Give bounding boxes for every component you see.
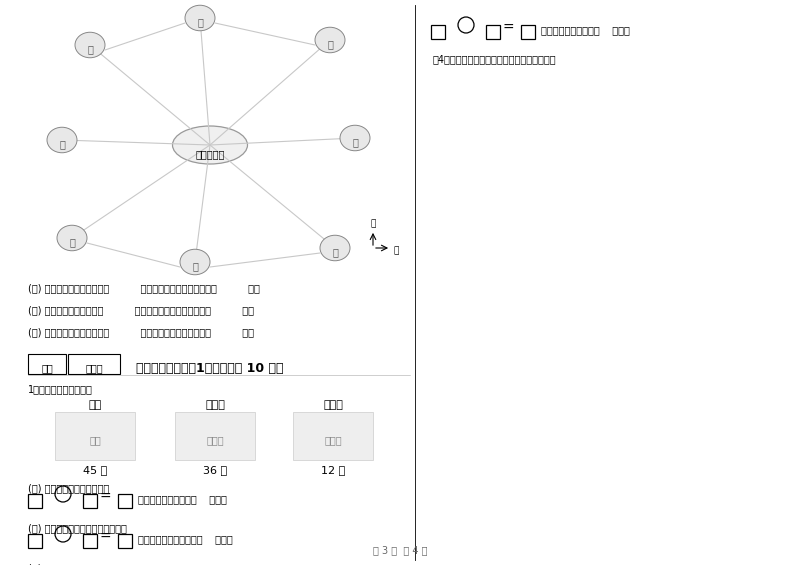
- Ellipse shape: [75, 32, 105, 58]
- Text: 狮: 狮: [87, 44, 93, 54]
- Text: （4）你还能提出什么数学问题并列式解答吗？: （4）你还能提出什么数学问题并列式解答吗？: [433, 54, 557, 64]
- Bar: [175, 412, 255, 460]
- Text: 猫: 猫: [197, 17, 203, 27]
- Text: 面包车: 面包车: [206, 435, 224, 445]
- Text: (１) 卡车比面包车多多少辆？: (１) 卡车比面包车多多少辆？: [28, 483, 110, 493]
- Text: 得分: 得分: [41, 363, 53, 373]
- Bar: [83, 494, 97, 508]
- Text: 1、根据图片信息解题。: 1、根据图片信息解题。: [28, 384, 93, 394]
- Text: 东: 东: [393, 246, 398, 255]
- Text: 十一、附加题（共1大题，共计 10 分）: 十一、附加题（共1大题，共计 10 分）: [136, 362, 284, 375]
- Text: 大客车: 大客车: [324, 435, 342, 445]
- Bar: [68, 354, 120, 374]
- Text: (３) 大客车比卡车少多少辆？: (３) 大客车比卡车少多少辆？: [28, 563, 110, 565]
- Text: 答：卡车比面包车多（    ）辆。: 答：卡车比面包车多（ ）辆。: [138, 494, 227, 504]
- Ellipse shape: [185, 5, 215, 31]
- Text: (２) 小兔子家的东北面是（          ），森林俱乐部的西北面是（          ）。: (２) 小兔子家的东北面是（ ），森林俱乐部的西北面是（ ）。: [28, 305, 254, 315]
- Text: 兔: 兔: [69, 237, 75, 247]
- Text: 熊: 熊: [352, 137, 358, 147]
- Text: 虎: 虎: [327, 39, 333, 49]
- Text: 评卷人: 评卷人: [85, 363, 103, 373]
- Bar: [486, 25, 500, 39]
- Text: 大客车: 大客车: [323, 400, 343, 410]
- Text: =: =: [99, 490, 111, 504]
- Ellipse shape: [173, 126, 247, 164]
- Text: 卡车: 卡车: [89, 435, 101, 445]
- Text: 第 3 页  共 4 页: 第 3 页 共 4 页: [373, 545, 427, 555]
- Text: 45 辆: 45 辆: [83, 465, 107, 475]
- Text: 森林俱乐部: 森林俱乐部: [195, 149, 225, 159]
- Bar: [118, 494, 132, 508]
- Text: 北: 北: [370, 219, 376, 228]
- Text: =: =: [99, 530, 111, 544]
- Ellipse shape: [47, 127, 77, 153]
- Bar: [521, 25, 535, 39]
- Bar: [431, 25, 445, 39]
- Text: 面包车: 面包车: [205, 400, 225, 410]
- Ellipse shape: [180, 249, 210, 275]
- Text: 鹿: 鹿: [192, 261, 198, 271]
- Text: =: =: [502, 21, 514, 35]
- Ellipse shape: [57, 225, 87, 251]
- Ellipse shape: [340, 125, 370, 151]
- Text: 松: 松: [59, 139, 65, 149]
- Text: 12 辆: 12 辆: [321, 465, 345, 475]
- Ellipse shape: [315, 27, 345, 53]
- Bar: [118, 534, 132, 548]
- Bar: [28, 494, 42, 508]
- Text: 象: 象: [332, 247, 338, 257]
- Ellipse shape: [320, 235, 350, 261]
- Bar: [293, 412, 373, 460]
- Text: 卡车: 卡车: [88, 400, 102, 410]
- Text: 答：大客车比卡车少（    ）辆。: 答：大客车比卡车少（ ）辆。: [541, 25, 630, 35]
- Bar: [28, 354, 66, 374]
- Bar: [83, 534, 97, 548]
- Text: (１) 小猫住在森林俱乐部的（          ）面，小鸡在森林俱乐部的（          ）面: (１) 小猫住在森林俱乐部的（ ）面，小鸡在森林俱乐部的（ ）面: [28, 283, 260, 293]
- Text: (２) 面包车和大客车一共有多少辆？: (２) 面包车和大客车一共有多少辆？: [28, 523, 127, 533]
- Bar: [28, 534, 42, 548]
- Bar: [55, 412, 135, 460]
- Text: (３) 猿子家在森林俱乐部的（          ）面，小狗家在猿子家的（          ）面: (３) 猿子家在森林俱乐部的（ ）面，小狗家在猿子家的（ ）面: [28, 327, 254, 337]
- Text: 36 辆: 36 辆: [203, 465, 227, 475]
- Text: 答：面包车和大客车共（    ）辆。: 答：面包车和大客车共（ ）辆。: [138, 534, 233, 544]
